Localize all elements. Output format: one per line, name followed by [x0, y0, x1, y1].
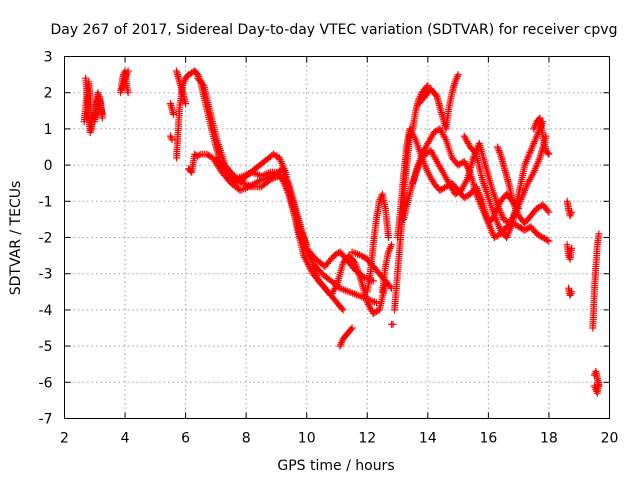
chart-title: Day 267 of 2017, Sidereal Day-to-day VTE…	[51, 22, 618, 38]
data-point	[568, 208, 576, 216]
series-arc-ac	[563, 197, 576, 220]
series-arc-ae	[565, 284, 576, 299]
data-point	[347, 325, 355, 333]
data-point	[471, 149, 479, 157]
series-arc-j	[173, 67, 190, 108]
data-point	[385, 234, 392, 241]
x-tick-label: 14	[419, 431, 437, 447]
x-axis-label: GPS time / hours	[277, 458, 394, 474]
data-point	[124, 89, 132, 97]
series-arc-t	[388, 320, 397, 328]
series-arc-r	[363, 190, 392, 296]
y-tick-label: 0	[44, 158, 53, 174]
data-point	[568, 288, 576, 296]
data-point	[372, 299, 380, 307]
x-tick-label: 18	[540, 431, 558, 447]
series-arc-z	[460, 118, 547, 241]
y-axis-label: SDTVAR / TECUs	[8, 181, 24, 296]
data-point	[515, 205, 523, 212]
series-arc-g	[167, 132, 176, 144]
series-arc-d	[91, 89, 106, 126]
data-point	[195, 151, 203, 159]
x-tick-label: 2	[60, 431, 69, 447]
data-point	[182, 100, 190, 108]
data-point	[389, 320, 397, 328]
y-tick-label: -6	[39, 375, 53, 391]
data-point	[566, 291, 574, 299]
x-tick-label: 8	[242, 431, 251, 447]
data-point	[98, 114, 106, 122]
data-point	[369, 277, 377, 285]
data-point	[339, 306, 347, 314]
data-point	[514, 203, 521, 211]
x-tick-label: 10	[298, 431, 316, 447]
x-tick-label: 20	[601, 431, 619, 447]
data-point	[168, 136, 176, 144]
x-tick-label: 6	[181, 431, 190, 447]
series-arc-f	[118, 67, 132, 93]
y-tick-label: -1	[39, 194, 53, 210]
y-tick-label: -2	[39, 231, 53, 247]
y-tick-label: -5	[39, 339, 53, 355]
y-tick-label: -7	[39, 412, 53, 428]
series-arc-ab	[530, 114, 553, 158]
grid	[64, 56, 610, 419]
series-arc-af	[589, 230, 603, 332]
series-arc-ah	[590, 378, 603, 397]
data-point	[124, 67, 132, 75]
x-tick-labels: 2 4 6 8 10 12 14 16 18 20	[60, 431, 618, 447]
data-point	[544, 207, 552, 215]
y-tick-label: 1	[44, 122, 53, 138]
data-point	[423, 83, 431, 91]
data-points	[80, 67, 603, 397]
data-point	[595, 230, 603, 238]
data-point	[388, 241, 395, 249]
data-point	[545, 208, 553, 216]
x-tick-label: 4	[121, 431, 130, 447]
data-point	[338, 305, 346, 312]
series-arc-b	[82, 74, 96, 136]
series-arc-aa	[494, 143, 523, 212]
x-tick-label: 16	[479, 431, 497, 447]
x-tick-label: 12	[358, 431, 376, 447]
data-point	[545, 150, 553, 158]
data-point	[454, 71, 462, 79]
data-point	[566, 212, 574, 220]
y-tick-label: 3	[44, 50, 53, 66]
data-point	[167, 132, 174, 140]
data-point	[568, 244, 576, 252]
data-point	[543, 236, 551, 244]
data-point	[595, 378, 603, 386]
y-tick-labels: -7 -6 -5 -4 -3 -2 -1 0 1 2 3	[39, 50, 53, 428]
y-tick-label: 2	[44, 86, 53, 102]
data-point	[424, 82, 432, 89]
data-point	[348, 324, 356, 332]
data-point	[386, 283, 394, 291]
series-arc-h	[167, 100, 177, 118]
y-tick-label: -4	[39, 303, 53, 319]
data-point	[432, 91, 440, 99]
data-point	[170, 110, 177, 118]
plot-frame	[64, 56, 610, 419]
data-point	[199, 80, 207, 88]
series-arc-s	[378, 241, 395, 296]
series-arc-n	[212, 154, 380, 307]
data-point	[544, 149, 552, 157]
data-point	[545, 237, 553, 245]
series-arc-ad	[563, 241, 576, 263]
series-arc-y	[415, 71, 462, 133]
series-arc-p	[336, 324, 356, 350]
y-tick-label: -3	[39, 267, 53, 283]
